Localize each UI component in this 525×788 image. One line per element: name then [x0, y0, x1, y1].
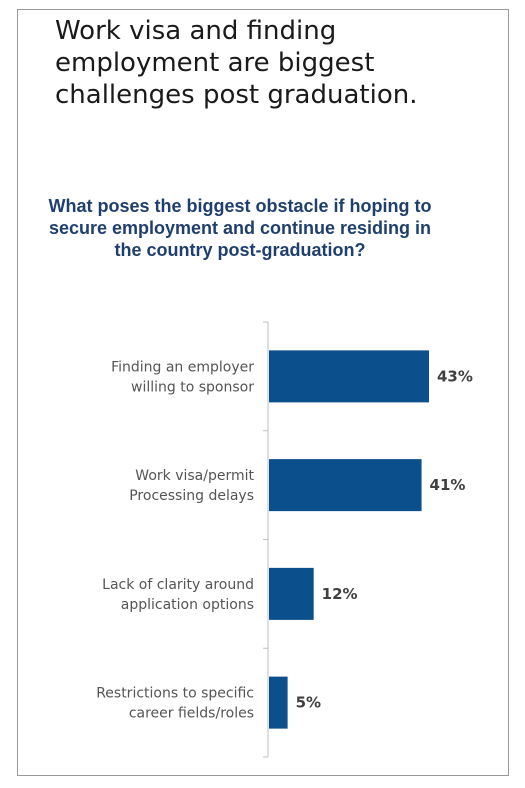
bar	[269, 567, 314, 620]
category-label-line: Lack of clarity around	[102, 577, 254, 593]
category-label-line: Processing delays	[129, 488, 254, 504]
chart-title: What poses the biggest obstacle if hopin…	[48, 196, 432, 260]
category-label: Finding an employer willing to sponsor	[111, 359, 254, 395]
bar	[269, 676, 288, 729]
data-label: 5%	[296, 694, 321, 712]
category-label: Lack of clarity around application option…	[102, 577, 254, 613]
category-label-line: Work visa/permit	[135, 468, 254, 484]
category-label-line: Restrictions to specific	[96, 686, 254, 702]
bar	[269, 350, 429, 403]
category-label: Restrictions to specific career fields/ro…	[96, 686, 254, 722]
category-label: Work visa/permit Processing delays	[129, 468, 254, 504]
data-label: 12%	[322, 585, 358, 603]
data-label: 41%	[430, 476, 466, 494]
category-label-line: Finding an employer	[111, 359, 254, 375]
data-label: 43%	[437, 367, 473, 385]
category-label-line: application options	[121, 597, 254, 613]
category-label-line: career fields/roles	[129, 706, 254, 722]
bar	[269, 459, 422, 512]
category-label-line: willing to sponsor	[131, 379, 254, 395]
headline: Work visa and finding employment are big…	[55, 16, 418, 110]
